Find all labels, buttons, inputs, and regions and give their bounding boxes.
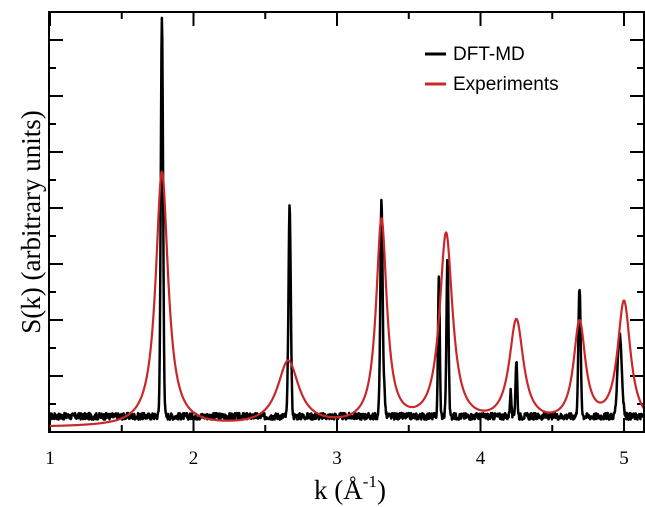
legend: DFT-MD Experiments: [425, 44, 559, 95]
x-axis-title: k (Å-1): [314, 472, 386, 505]
x-tick-label: 3: [332, 448, 342, 469]
x-tick-label: 1: [45, 448, 55, 469]
y-axis-title: S(k) (arbitrary units): [16, 110, 46, 333]
x-tick-label: 4: [476, 448, 486, 469]
x-axis-title-exponent: -1: [363, 472, 377, 491]
legend-label-dft-md: DFT-MD: [453, 44, 525, 65]
x-tick-label: 2: [189, 448, 199, 469]
x-axis-title-close: ): [377, 475, 386, 505]
legend-label-experiments: Experiments: [453, 74, 559, 95]
plot-frame: [48, 11, 645, 433]
axis-ticks: [49, 12, 644, 432]
x-tick-label: 5: [619, 448, 629, 469]
series-lines: [49, 16, 645, 428]
x-tick-labels: 1 2 3 4 5: [45, 448, 629, 469]
series-line-experiments: [49, 170, 645, 428]
x-axis-title-main: k (Å: [314, 475, 363, 505]
